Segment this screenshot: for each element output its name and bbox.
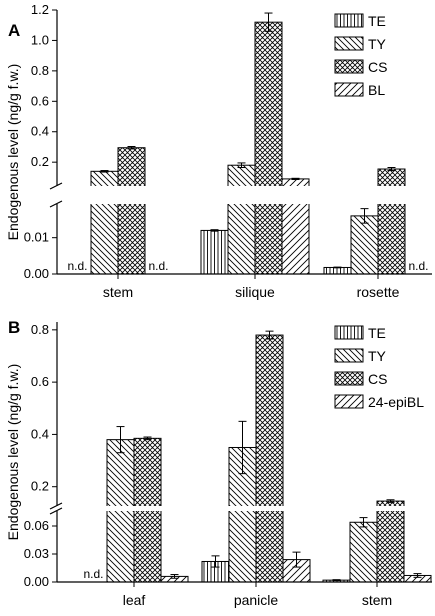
y-tick-label: 0.2 xyxy=(31,479,49,494)
bar-TY-stem xyxy=(349,521,378,583)
legend-label: TY xyxy=(368,348,387,364)
x-tick-label: panicle xyxy=(234,592,279,608)
y-tick-label: 0.6 xyxy=(31,374,49,389)
bar-TY-rosette xyxy=(350,215,379,275)
y-axis-label: Endogenous level (ng/g f.w.) xyxy=(5,64,21,241)
bar-CS-panicle xyxy=(255,334,284,583)
y-tick-label: 0.8 xyxy=(31,63,49,78)
y-tick-label: 0.00 xyxy=(24,574,49,589)
legend-label: TE xyxy=(368,13,386,29)
y-tick-label: 0.03 xyxy=(24,546,49,561)
legend-label: TY xyxy=(368,36,387,52)
legend-swatch-BL xyxy=(334,82,364,97)
axis-break-mark xyxy=(49,182,63,190)
x-tick-label: stem xyxy=(362,592,392,608)
y-tick-label: 1.0 xyxy=(31,32,49,47)
legend-swatch-CS xyxy=(334,371,364,386)
y-tick-label: 0.8 xyxy=(31,322,49,337)
legend-swatch-TY xyxy=(334,36,364,51)
bar-TE-rosette xyxy=(323,266,352,275)
bar-CS-rosette xyxy=(377,168,406,275)
not-detected-label: n.d. xyxy=(148,259,168,273)
legend-swatch-TY xyxy=(334,348,364,363)
not-detected-label: n.d. xyxy=(67,259,87,273)
bar-CS-stem xyxy=(376,500,405,583)
y-tick-label: 1.2 xyxy=(31,2,49,17)
panel-a: A n.d. n.d. n.d. 0.00 0.01 0.2 0.4 0.6 0.8 1.0 1.2… xyxy=(5,2,434,300)
y-tick-label: 0.4 xyxy=(31,426,49,441)
y-tick-label: 0.6 xyxy=(31,93,49,108)
y-tick-label: 0.4 xyxy=(31,124,49,139)
panel-b: B n.d. 0.00 0.03 0.06 0.2 0.4 0.6 0.8 leaf panicl… xyxy=(5,318,434,608)
y-tick-label: 0.00 xyxy=(24,266,49,281)
legend-swatch-TE xyxy=(334,13,364,28)
axis-break-mark xyxy=(49,200,63,208)
not-detected-label: n.d. xyxy=(408,259,428,273)
panel-a-label: A xyxy=(8,21,20,40)
y-tick-label: 0.2 xyxy=(31,154,49,169)
bar-TY-silique xyxy=(227,164,256,275)
axis-break-gap xyxy=(49,186,434,204)
legend-label: 24-epiBL xyxy=(368,394,424,410)
bar-TE-silique xyxy=(200,229,229,275)
legend-swatch-CS xyxy=(334,59,364,74)
legend-label: CS xyxy=(368,59,387,75)
legend-label: CS xyxy=(368,371,387,387)
legend-label: TE xyxy=(368,325,386,341)
axis-break-mark xyxy=(49,502,63,510)
x-tick-label: rosette xyxy=(357,284,400,300)
panel-b-label: B xyxy=(8,318,20,337)
x-tick-label: silique xyxy=(235,284,275,300)
legend-swatch-24-epiBL xyxy=(334,394,364,409)
y-tick-label: 0.06 xyxy=(24,518,49,533)
y-tick-label: 0.01 xyxy=(24,230,49,245)
axis-break-mark xyxy=(49,507,63,515)
legend-swatch-TE xyxy=(334,325,364,340)
bar-CS-stem xyxy=(117,147,146,275)
axis-break-gap xyxy=(49,506,434,511)
not-detected-label: n.d. xyxy=(83,567,103,581)
x-tick-label: leaf xyxy=(123,592,146,608)
y-axis-label: Endogenous level (ng/g f.w.) xyxy=(5,364,21,541)
x-tick-label: stem xyxy=(103,284,133,300)
bar-CS-silique xyxy=(254,21,283,275)
legend-label: BL xyxy=(368,82,385,98)
